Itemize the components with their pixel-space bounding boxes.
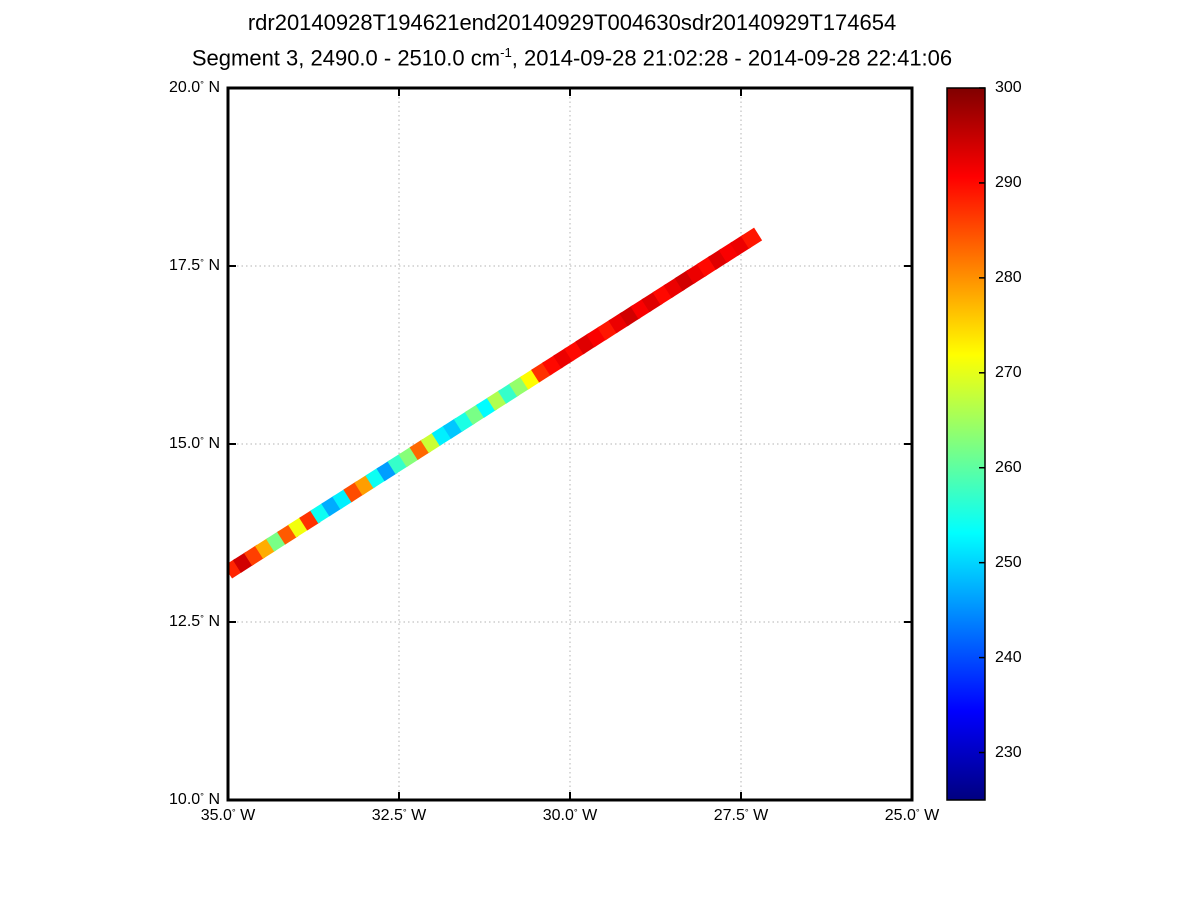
swath-track xyxy=(228,227,763,579)
grid-lines xyxy=(228,88,912,800)
x-tick-label: 27.5° W xyxy=(713,807,769,824)
colorbar-tick-label: 260 xyxy=(995,458,1022,476)
degree-symbol: ° xyxy=(200,79,204,91)
x-tick-label: 25.0° W xyxy=(884,807,940,824)
degree-symbol: ° xyxy=(200,257,204,269)
colorbar-tick-label: 250 xyxy=(995,553,1022,571)
subtitle-suffix: , 2014-09-28 21:02:28 - 2014-09-28 22:41… xyxy=(511,45,953,71)
degree-symbol: ° xyxy=(744,807,749,819)
degree-symbol: ° xyxy=(573,807,578,819)
subtitle-prefix: Segment 3, 2490.0 - 2510.0 cm xyxy=(191,45,501,71)
degree-symbol: ° xyxy=(915,807,920,819)
y-tick-label: 10.0° N xyxy=(169,791,220,808)
subtitle-superscript: -1 xyxy=(500,45,512,60)
y-tick-label: 20.0° N xyxy=(169,79,220,96)
y-tick-label: 17.5° N xyxy=(169,257,220,274)
x-tick-label: 30.0° W xyxy=(542,807,598,824)
axis-ticks xyxy=(227,87,913,801)
y-tick-label: 12.5° N xyxy=(169,613,220,630)
degree-symbol: ° xyxy=(200,435,204,447)
colorbar-tick-label: 290 xyxy=(995,173,1022,191)
degree-symbol: ° xyxy=(200,791,204,803)
degree-symbol: ° xyxy=(402,807,407,819)
degree-symbol: ° xyxy=(200,613,204,625)
degree-symbol: ° xyxy=(231,807,236,819)
colorbar-tick-label: 280 xyxy=(995,268,1022,286)
plot-title: rdr20140928T194621end20140929T004630sdr2… xyxy=(247,10,897,35)
y-tick-label: 15.0° N xyxy=(169,435,220,452)
colorbar-tick-label: 240 xyxy=(995,648,1022,666)
colorbar-border xyxy=(946,87,986,801)
colorbar-tick-label: 300 xyxy=(995,79,1022,96)
colorbar-tick-label: 230 xyxy=(995,743,1022,761)
x-tick-label: 32.5° W xyxy=(371,807,427,824)
colorbar-tick-label: 270 xyxy=(995,363,1022,381)
x-tick-label: 35.0° W xyxy=(200,807,256,824)
colorbar-gradient xyxy=(947,88,985,800)
colorbar-ticks xyxy=(979,87,985,754)
plot-subtitle: Segment 3, 2490.0 - 2510.0 cm-1, 2014-09… xyxy=(192,45,952,72)
